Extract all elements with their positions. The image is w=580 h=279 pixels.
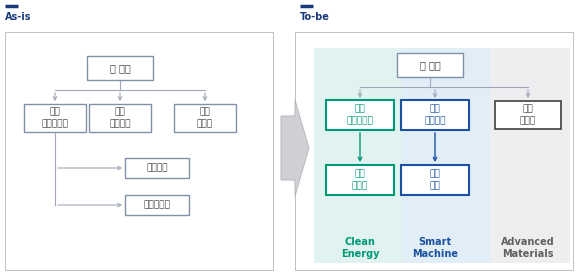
FancyBboxPatch shape — [495, 101, 561, 129]
Text: To-be: To-be — [300, 12, 330, 22]
FancyBboxPatch shape — [397, 53, 463, 77]
Text: As-is: As-is — [5, 12, 31, 22]
FancyBboxPatch shape — [326, 165, 394, 195]
Text: 두산
테스나: 두산 테스나 — [197, 108, 213, 128]
Text: 두산
테스나: 두산 테스나 — [520, 105, 536, 125]
FancyBboxPatch shape — [402, 48, 490, 263]
FancyBboxPatch shape — [401, 100, 469, 130]
FancyBboxPatch shape — [174, 104, 236, 132]
Polygon shape — [281, 100, 309, 196]
Text: 두산퓨얼셀: 두산퓨얼셀 — [144, 201, 171, 210]
FancyBboxPatch shape — [24, 104, 86, 132]
Text: Advanced
Materials: Advanced Materials — [501, 237, 555, 259]
FancyBboxPatch shape — [5, 32, 273, 270]
FancyBboxPatch shape — [89, 104, 151, 132]
Text: 두산
로보틱스: 두산 로보틱스 — [109, 108, 130, 128]
Text: 두산
밥캣: 두산 밥캣 — [430, 170, 440, 190]
Text: 두산
에너빌리티: 두산 에너빌리티 — [42, 108, 68, 128]
Text: 두산밥캣: 두산밥캣 — [146, 163, 168, 172]
Text: 두산
에너빌리티: 두산 에너빌리티 — [347, 105, 374, 125]
FancyBboxPatch shape — [295, 32, 573, 270]
Text: ㈜ 두산: ㈜ 두산 — [419, 60, 440, 70]
FancyBboxPatch shape — [326, 100, 394, 130]
FancyBboxPatch shape — [314, 48, 402, 263]
FancyBboxPatch shape — [401, 165, 469, 195]
Text: Smart
Machine: Smart Machine — [412, 237, 458, 259]
Text: Clean
Energy: Clean Energy — [341, 237, 379, 259]
FancyBboxPatch shape — [490, 48, 570, 263]
FancyBboxPatch shape — [125, 195, 189, 215]
Text: ㈜ 두산: ㈜ 두산 — [110, 63, 130, 73]
Text: 두산
퓨얼셀: 두산 퓨얼셀 — [352, 170, 368, 190]
FancyBboxPatch shape — [87, 56, 153, 80]
Text: 두산
로보틱스: 두산 로보틱스 — [424, 105, 446, 125]
FancyBboxPatch shape — [125, 158, 189, 178]
